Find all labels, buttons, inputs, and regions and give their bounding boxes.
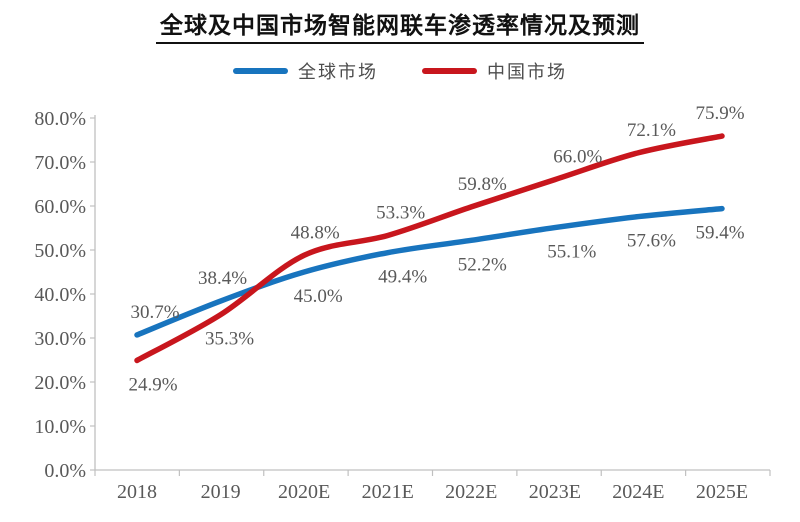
x-tick-label: 2024E xyxy=(612,481,664,503)
legend-label-global: 全球市场 xyxy=(298,62,378,82)
data-label: 30.7% xyxy=(130,302,179,323)
data-label: 38.4% xyxy=(198,268,247,289)
data-labels-global: 30.7% 38.4% 45.0% 49.4% 52.2% 55.1% 57.6% 59.4% xyxy=(130,223,744,323)
china-series-swatch xyxy=(422,68,477,74)
y-tick-label: 10.0% xyxy=(34,416,86,438)
global-series-swatch xyxy=(233,68,288,74)
data-label: 35.3% xyxy=(205,329,254,350)
y-tick-label: 20.0% xyxy=(34,372,86,394)
x-tick-label: 2023E xyxy=(529,481,581,503)
data-label: 52.2% xyxy=(458,254,507,275)
x-tick-label: 2020E xyxy=(278,481,330,503)
data-label: 75.9% xyxy=(695,103,744,124)
data-label: 55.1% xyxy=(547,242,596,263)
x-tick-label: 2025E xyxy=(696,481,748,503)
legend-item-china: 中国市场 xyxy=(422,58,567,84)
y-tick-label: 60.0% xyxy=(34,196,86,218)
data-label: 66.0% xyxy=(553,147,602,168)
y-tick-label: 70.0% xyxy=(34,152,86,174)
y-tick-label: 80.0% xyxy=(34,108,86,130)
x-tick-label: 2018 xyxy=(117,481,157,503)
data-label: 53.3% xyxy=(376,202,425,223)
x-tick-label: 2021E xyxy=(362,481,414,503)
x-tick-label: 2022E xyxy=(445,481,497,503)
series-line-china xyxy=(134,133,725,364)
y-tick-label: 40.0% xyxy=(34,284,86,306)
data-label: 59.4% xyxy=(695,223,744,244)
chart-legend: 全球市场 中国市场 xyxy=(0,58,800,84)
data-label: 49.4% xyxy=(378,267,427,288)
data-label: 24.9% xyxy=(128,374,177,395)
data-label: 57.6% xyxy=(627,231,676,252)
legend-label-china: 中国市场 xyxy=(487,62,567,82)
data-label: 59.8% xyxy=(458,174,507,195)
title-area: 全球及中国市场智能网联车渗透率情况及预测 xyxy=(0,6,800,44)
series-line-global xyxy=(134,205,725,338)
legend-item-global: 全球市场 xyxy=(233,58,378,84)
x-tick-label: 2019 xyxy=(201,481,241,503)
chart-title: 全球及中国市场智能网联车渗透率情况及预测 xyxy=(156,6,644,44)
data-label: 45.0% xyxy=(294,286,343,307)
y-axis-labels: 0.0% 10.0% 20.0% 30.0% 40.0% 50.0% 60.0% 70.0% 8… xyxy=(34,108,86,482)
y-tick-label: 0.0% xyxy=(44,460,86,482)
y-tick-label: 30.0% xyxy=(34,328,86,350)
x-axis-labels: 2018 2019 2020E 2021E 2022E 2023E 2024E 2025E xyxy=(117,481,748,503)
data-labels-china: 24.9% 35.3% 48.8% 53.3% 59.8% 66.0% 72.1% 75.9% xyxy=(128,103,744,395)
y-tick-label: 50.0% xyxy=(34,240,86,262)
data-label: 72.1% xyxy=(627,120,676,141)
data-label: 48.8% xyxy=(291,222,340,243)
axes xyxy=(90,115,771,476)
